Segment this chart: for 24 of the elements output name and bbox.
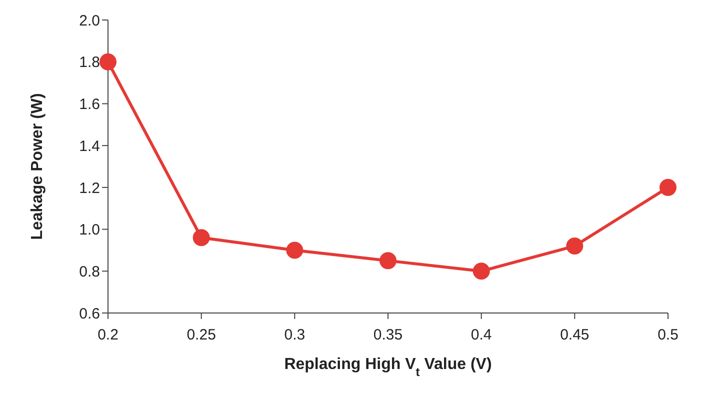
x-tick-label: 0.2	[98, 326, 118, 344]
y-tick-label: 0.8	[79, 263, 100, 280]
y-tick-label: 1.4	[79, 138, 100, 155]
y-tick-label: 1.6	[79, 96, 100, 114]
x-axis-title: Replacing High V$_{t}$ Value (V)	[284, 356, 492, 379]
point	[380, 252, 396, 270]
x-tick-label: 0.45	[560, 326, 590, 344]
point	[286, 242, 304, 259]
y-tick-label: 1.0	[79, 222, 100, 239]
point	[660, 178, 676, 196]
x-tick-label: 0.35	[373, 326, 403, 344]
y-axis-title: Leakage Power (W)	[29, 93, 46, 240]
x-tick-label: 0.3	[284, 326, 306, 344]
x-tick-label: 0.25	[186, 326, 216, 344]
point	[192, 229, 210, 246]
y-tick-label: 1.2	[79, 180, 100, 197]
point	[100, 53, 116, 70]
y-tick-label: 2.0	[79, 12, 100, 30]
point	[472, 262, 490, 280]
point	[566, 238, 584, 255]
y-tick-label: 1.8	[79, 54, 100, 72]
x-tick-label: 0.5	[658, 326, 678, 344]
y-tick-label: 0.6	[79, 305, 100, 322]
x-tick-label: 0.4	[470, 326, 492, 344]
